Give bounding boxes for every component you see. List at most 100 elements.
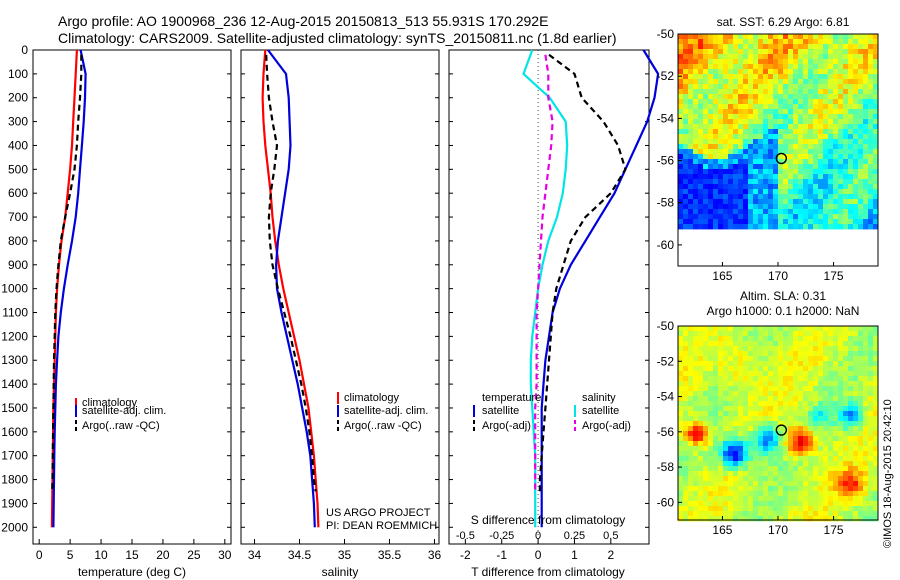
field-cell (773, 411, 779, 417)
field-cell (768, 189, 774, 195)
x-tick-label: 5 (67, 548, 74, 562)
field-cell (758, 84, 764, 90)
field-cell (848, 109, 854, 115)
field-cell (793, 396, 799, 402)
field-cell (718, 44, 724, 50)
field-cell (728, 114, 734, 120)
field-cell (868, 94, 874, 100)
field-cell (863, 371, 869, 377)
field-cell (848, 336, 854, 342)
field-cell (838, 446, 844, 452)
field-cell (723, 326, 729, 332)
field-cell (788, 481, 794, 487)
field-cell (688, 134, 694, 140)
field-cell (778, 351, 784, 357)
field-cell (693, 401, 699, 407)
field-cell (788, 426, 794, 432)
field-cell (773, 351, 779, 357)
field-cell (783, 99, 789, 105)
field-cell (833, 466, 839, 472)
field-cell (848, 139, 854, 145)
field-cell (693, 199, 699, 205)
field-cell (813, 169, 819, 175)
field-cell (773, 219, 779, 225)
field-cell (688, 119, 694, 125)
field-cell (853, 204, 859, 210)
field-cell (808, 421, 814, 427)
field-cell (833, 214, 839, 220)
field-cell (823, 506, 829, 512)
field-cell (773, 406, 779, 412)
x-tick-label: 34 (248, 548, 262, 562)
field-cell (863, 214, 869, 220)
field-cell (813, 94, 819, 100)
field-cell (793, 446, 799, 452)
field-cell (798, 144, 804, 150)
field-cell (768, 134, 774, 140)
field-cell (828, 486, 834, 492)
field-cell (843, 44, 849, 50)
field-cell (723, 34, 729, 40)
field-cell (763, 486, 769, 492)
field-cell (778, 466, 784, 472)
field-cell (778, 501, 784, 507)
field-cell (808, 511, 814, 517)
field-cell (753, 179, 759, 185)
field-cell (813, 491, 819, 497)
field-cell (708, 401, 714, 407)
field-cell (843, 481, 849, 487)
field-cell (743, 159, 749, 165)
field-cell (678, 436, 684, 442)
field-cell (853, 184, 859, 190)
field-cell (793, 89, 799, 95)
field-cell (798, 451, 804, 457)
field-cell (808, 381, 814, 387)
field-cell (868, 134, 874, 140)
field-cell (678, 194, 684, 200)
field-cell (848, 331, 854, 337)
field-cell (803, 516, 809, 522)
field-cell (793, 496, 799, 502)
field-cell (773, 361, 779, 367)
field-cell (783, 466, 789, 472)
field-cell (693, 44, 699, 50)
field-cell (798, 79, 804, 85)
field-cell (813, 214, 819, 220)
difference-xlabel: T difference from climatology (471, 565, 625, 579)
field-cell (783, 436, 789, 442)
field-cell (873, 119, 879, 125)
field-cell (828, 84, 834, 90)
field-cell (683, 114, 689, 120)
field-cell (748, 214, 754, 220)
field-cell (828, 89, 834, 95)
field-cell (798, 159, 804, 165)
field-cell (818, 511, 824, 517)
field-cell (698, 471, 704, 477)
field-cell (703, 391, 709, 397)
field-cell (708, 501, 714, 507)
field-cell (743, 466, 749, 472)
field-cell (738, 461, 744, 467)
field-cell (868, 164, 874, 170)
field-cell (818, 401, 824, 407)
field-cell (778, 346, 784, 352)
field-cell (838, 461, 844, 467)
field-cell (808, 154, 814, 160)
field-cell (738, 356, 744, 362)
field-cell (713, 506, 719, 512)
field-cell (718, 326, 724, 332)
field-cell (858, 476, 864, 482)
field-cell (833, 386, 839, 392)
field-cell (768, 129, 774, 135)
field-cell (688, 174, 694, 180)
field-cell (773, 331, 779, 337)
field-cell (763, 109, 769, 115)
field-cell (813, 346, 819, 352)
field-cell (748, 39, 754, 45)
field-cell (868, 516, 874, 522)
field-cell (723, 64, 729, 70)
field-cell (718, 74, 724, 80)
field-cell (848, 371, 854, 377)
field-cell (828, 49, 834, 55)
